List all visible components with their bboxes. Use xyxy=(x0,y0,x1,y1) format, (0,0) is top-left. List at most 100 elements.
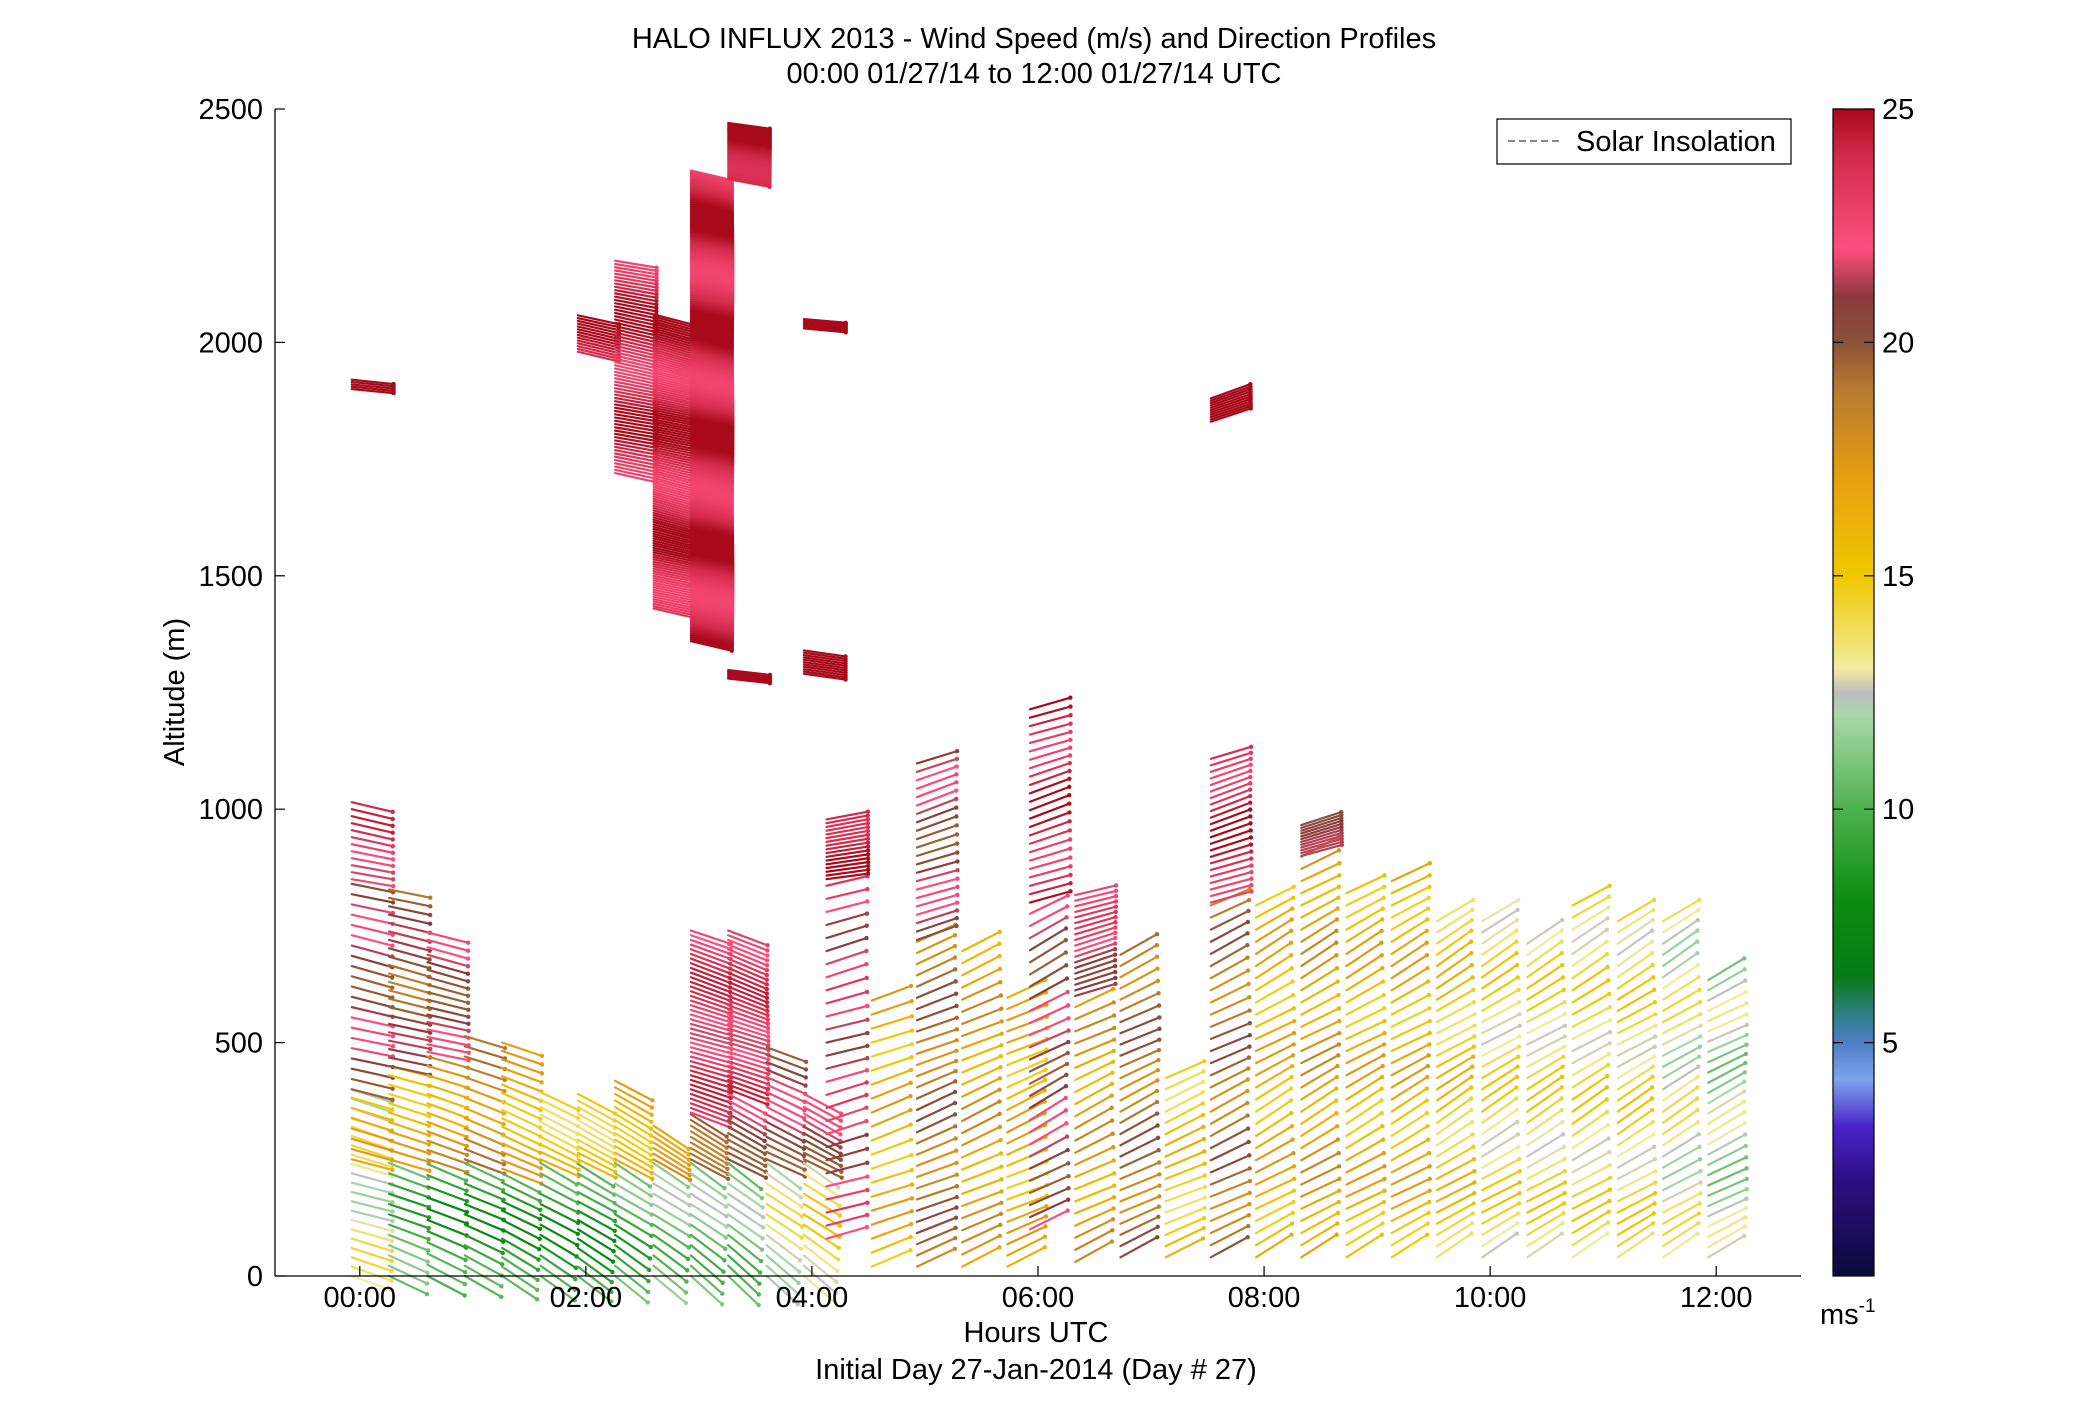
wind-vector xyxy=(1616,1044,1657,1068)
wind-vector xyxy=(765,1223,804,1252)
wind-vector xyxy=(539,1223,580,1248)
wind-vector xyxy=(1209,793,1253,813)
wind-vector xyxy=(915,823,959,841)
wind-vector xyxy=(426,968,471,984)
wind-vector xyxy=(802,1203,843,1229)
wind-vector xyxy=(1435,1096,1474,1124)
wind-vector xyxy=(961,1076,1003,1098)
wind-vector xyxy=(1074,958,1118,975)
wind-vector xyxy=(1435,1064,1475,1091)
wind-vector xyxy=(614,1203,654,1228)
wind-vector xyxy=(1209,807,1253,826)
wind-vector xyxy=(915,1160,959,1179)
wind-vector xyxy=(1345,1164,1387,1186)
wind-vector xyxy=(1300,1176,1342,1198)
wind-vector xyxy=(1209,1044,1252,1065)
wind-vector xyxy=(915,1235,958,1257)
wind-vector xyxy=(825,989,870,1005)
wind-vector xyxy=(1006,1214,1049,1235)
wind-vector xyxy=(1300,1006,1342,1028)
wind-vector xyxy=(1435,1023,1477,1046)
wind-vector xyxy=(1028,1208,1070,1231)
wind-vector xyxy=(539,1150,581,1172)
wind-vector xyxy=(765,1213,804,1240)
wind-vector xyxy=(1028,864,1073,879)
wind-vector xyxy=(614,295,659,307)
wind-vector xyxy=(825,1174,870,1188)
wind-vector xyxy=(614,1192,654,1217)
wind-vector xyxy=(1390,1030,1432,1053)
wind-vector xyxy=(915,943,958,966)
wind-vector xyxy=(1028,713,1073,728)
wind-vector xyxy=(765,1274,800,1307)
wind-vector xyxy=(689,1244,726,1274)
wind-vector xyxy=(576,1256,614,1285)
wind-vector xyxy=(1119,1172,1162,1192)
wind-vector xyxy=(1209,787,1253,806)
wind-vector xyxy=(1435,1119,1475,1147)
wind-vector xyxy=(350,1256,394,1274)
wind-vector xyxy=(961,1065,1003,1086)
wind-vector xyxy=(1481,1096,1519,1124)
wind-vector xyxy=(1209,1066,1251,1089)
wind-vector xyxy=(614,262,659,274)
wind-vector xyxy=(1707,1224,1748,1249)
wind-vector xyxy=(1300,992,1341,1016)
wind-vector xyxy=(1028,1061,1070,1085)
wind-vector xyxy=(961,979,1003,1001)
wind-vector xyxy=(825,848,871,858)
wind-vector xyxy=(1661,1023,1703,1046)
wind-vector xyxy=(1661,1168,1703,1192)
wind-vector xyxy=(1254,917,1294,943)
wind-vector xyxy=(1435,975,1475,1001)
wind-vector xyxy=(1616,907,1656,934)
wind-vector xyxy=(350,934,395,948)
wind-vector xyxy=(825,817,871,829)
wind-vector xyxy=(1616,1168,1658,1192)
wind-vector xyxy=(1028,810,1072,829)
wind-vector xyxy=(350,1077,395,1091)
wind-vector xyxy=(1526,1054,1566,1080)
wind-vector xyxy=(1300,1063,1340,1089)
wind-vector xyxy=(614,275,659,287)
wind-vector xyxy=(765,1135,807,1159)
wind-vector xyxy=(426,976,471,991)
wind-vector xyxy=(825,1132,869,1149)
wind-vector xyxy=(727,1254,762,1286)
wind-vector xyxy=(1481,1221,1520,1248)
wind-vector xyxy=(1661,975,1701,1001)
wind-vector xyxy=(915,756,960,773)
wind-vector xyxy=(961,1211,1004,1232)
wind-vector xyxy=(1481,950,1519,979)
wind-vector xyxy=(1074,1059,1116,1082)
wind-vector xyxy=(1345,906,1386,931)
wind-vector xyxy=(387,1120,432,1138)
wind-vector xyxy=(426,961,471,977)
wind-vector xyxy=(1028,1134,1070,1158)
wind-vector xyxy=(1209,1100,1250,1125)
wind-vector xyxy=(825,1160,870,1175)
wind-vector xyxy=(1707,1032,1749,1054)
wind-vector xyxy=(1526,1191,1567,1214)
wind-vector xyxy=(727,1158,769,1180)
wind-vector xyxy=(765,1150,807,1172)
wind-vector xyxy=(1028,1083,1069,1110)
wind-vector xyxy=(727,1161,764,1192)
wind-vector xyxy=(614,1118,654,1145)
wind-vector xyxy=(1028,828,1073,845)
wind-vector xyxy=(1164,1136,1207,1158)
wind-vector xyxy=(1254,1110,1294,1138)
wind-vector xyxy=(802,1254,839,1285)
wind-vector xyxy=(614,266,659,277)
wind-vector xyxy=(1481,1085,1519,1113)
wind-vector xyxy=(350,903,396,916)
wind-vector xyxy=(350,1274,394,1293)
wind-vector xyxy=(1028,729,1073,745)
wind-vector xyxy=(727,1233,764,1264)
wind-vector xyxy=(1661,1221,1701,1248)
wind-vector xyxy=(1074,1195,1117,1215)
wind-vector xyxy=(1707,1079,1747,1105)
wind-vector xyxy=(1481,1157,1522,1181)
wind-vector xyxy=(915,1003,959,1022)
wind-vector xyxy=(1345,928,1384,956)
